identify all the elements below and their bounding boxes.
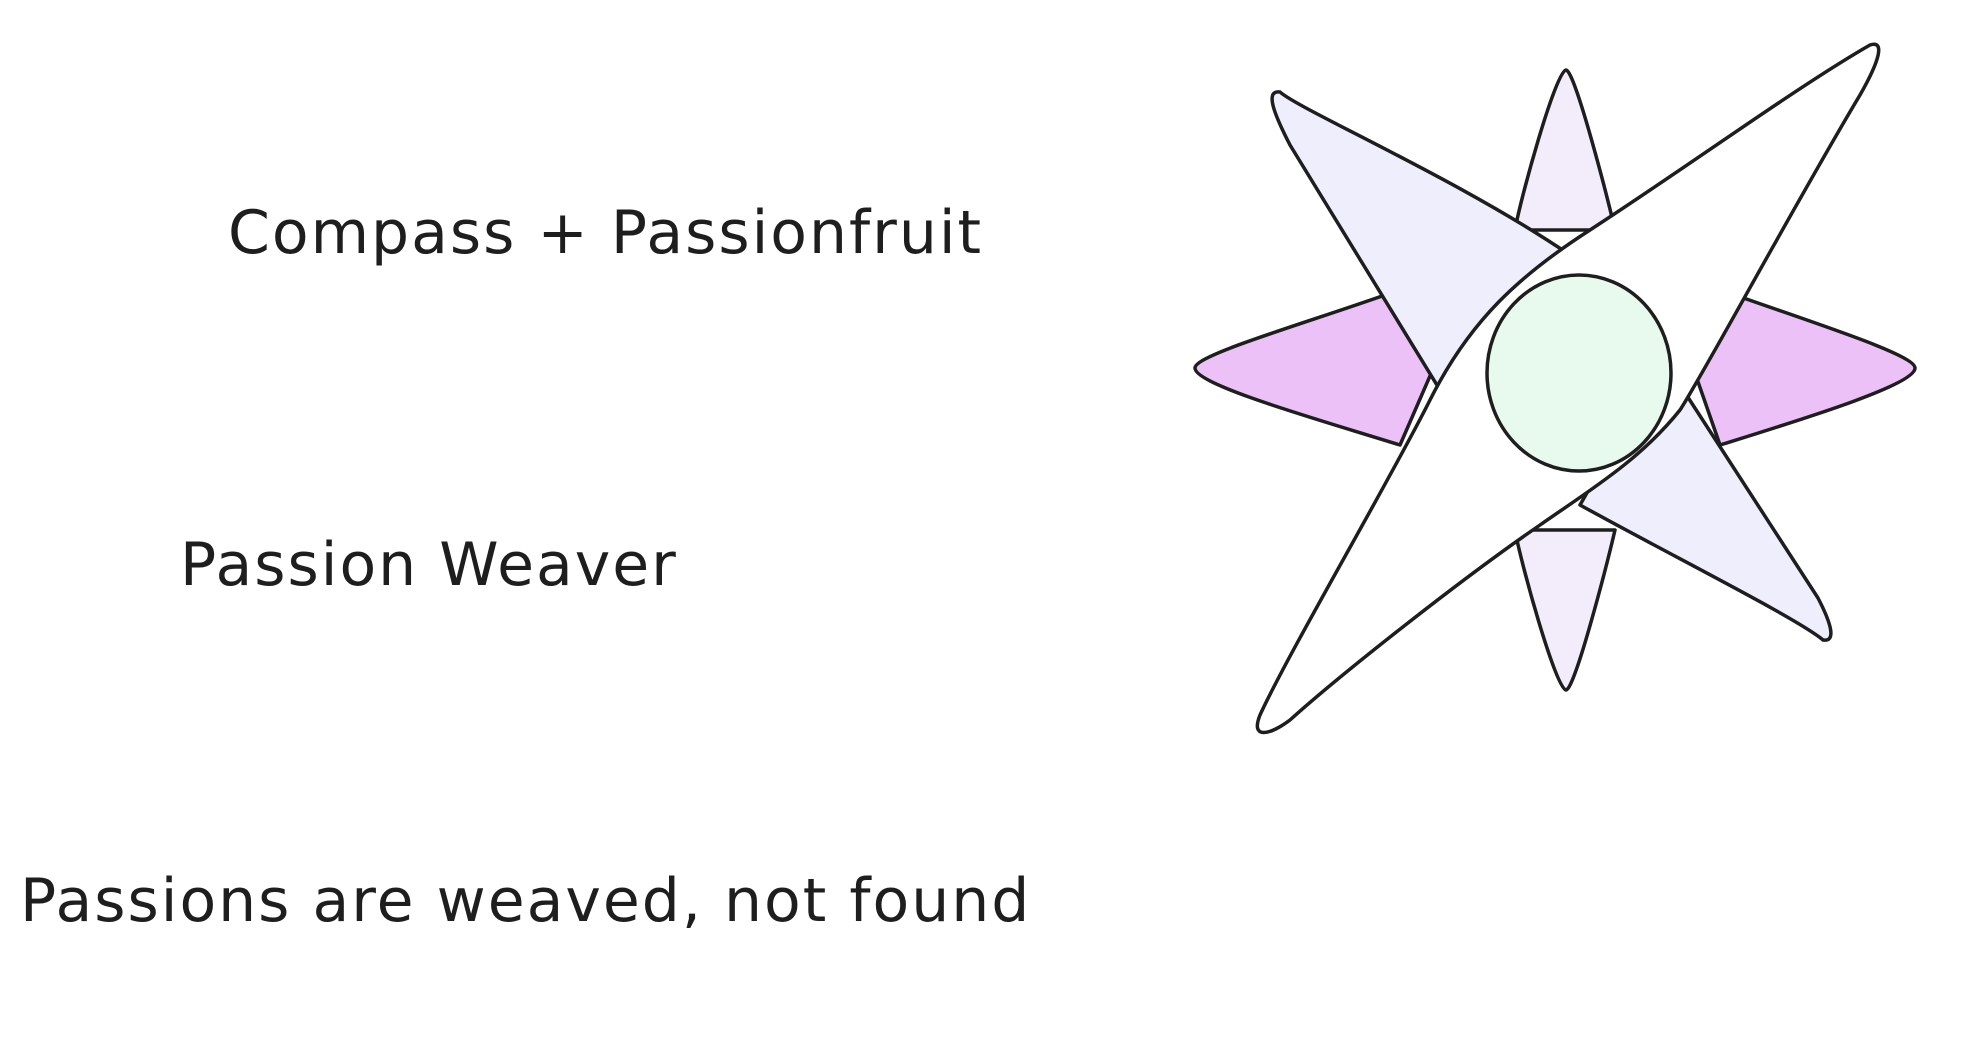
tagline: Passions are weaved, not found [20, 866, 1032, 936]
compass-center [1485, 273, 1673, 473]
title-compass-passionfruit: Compass + Passionfruit [228, 198, 984, 268]
compass-point-east [1678, 293, 1917, 447]
compass-star-icon [1193, 42, 1917, 735]
compass-point-south [1513, 528, 1617, 692]
title-passion-weaver: Passion Weaver [180, 530, 678, 600]
compass-point-west [1193, 293, 1452, 447]
compass-point-north [1513, 68, 1617, 232]
